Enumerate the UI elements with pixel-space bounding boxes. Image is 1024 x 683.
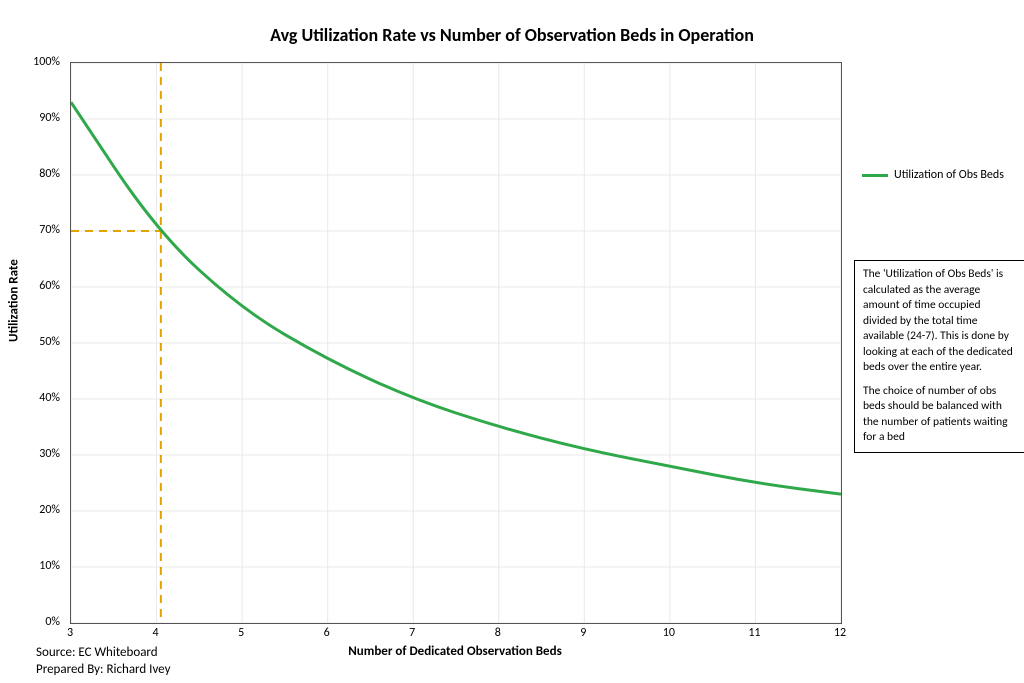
annotation-paragraph: The 'Utilization of Obs Beds' is calcula… — [863, 267, 1017, 376]
x-tick: 9 — [580, 626, 586, 640]
annotation-paragraph: The choice of number of obs beds should … — [863, 384, 1017, 446]
y-tick: 90% — [39, 111, 60, 125]
reference-lines — [71, 63, 161, 620]
y-tick: 10% — [39, 559, 60, 573]
x-tick: 10 — [663, 626, 675, 640]
y-tick: 50% — [39, 335, 60, 349]
plot-svg — [71, 63, 841, 623]
y-tick: 70% — [39, 223, 60, 237]
y-tick: 20% — [39, 503, 60, 517]
y-tick: 0% — [45, 615, 60, 629]
x-axis-ticks: 3 4 5 6 7 8 9 10 11 12 — [70, 624, 840, 644]
legend-item: Utilization of Obs Beds — [862, 168, 1022, 182]
footer-prepared-by: Prepared By: Richard Ivey — [36, 661, 170, 679]
plot-area — [70, 62, 842, 624]
legend-label: Utilization of Obs Beds — [894, 168, 1004, 182]
footer-source: Source: EC Whiteboard — [36, 644, 170, 662]
y-tick: 100% — [33, 55, 60, 69]
x-tick: 11 — [748, 626, 760, 640]
y-tick: 60% — [39, 279, 60, 293]
x-tick: 6 — [324, 626, 330, 640]
chart-title: Avg Utilization Rate vs Number of Observ… — [0, 24, 1024, 46]
x-tick: 12 — [834, 626, 846, 640]
x-tick: 3 — [67, 626, 73, 640]
x-tick: 5 — [238, 626, 244, 640]
horizontal-gridlines — [71, 63, 841, 623]
annotation-box: The 'Utilization of Obs Beds' is calcula… — [854, 260, 1024, 453]
y-tick: 40% — [39, 391, 60, 405]
y-tick: 80% — [39, 167, 60, 181]
x-tick: 8 — [495, 626, 501, 640]
legend-swatch — [862, 174, 888, 177]
x-tick: 4 — [153, 626, 159, 640]
x-tick: 7 — [409, 626, 415, 640]
x-axis-label: Number of Dedicated Observation Beds — [70, 644, 840, 659]
legend: Utilization of Obs Beds — [862, 168, 1022, 182]
y-tick: 30% — [39, 447, 60, 461]
chart-container: Avg Utilization Rate vs Number of Observ… — [0, 0, 1024, 683]
series-group — [71, 102, 841, 494]
y-axis-ticks: 0% 10% 20% 30% 40% 50% 60% 70% 80% 90% 1… — [0, 62, 66, 622]
footer: Source: EC Whiteboard Prepared By: Richa… — [36, 644, 170, 679]
